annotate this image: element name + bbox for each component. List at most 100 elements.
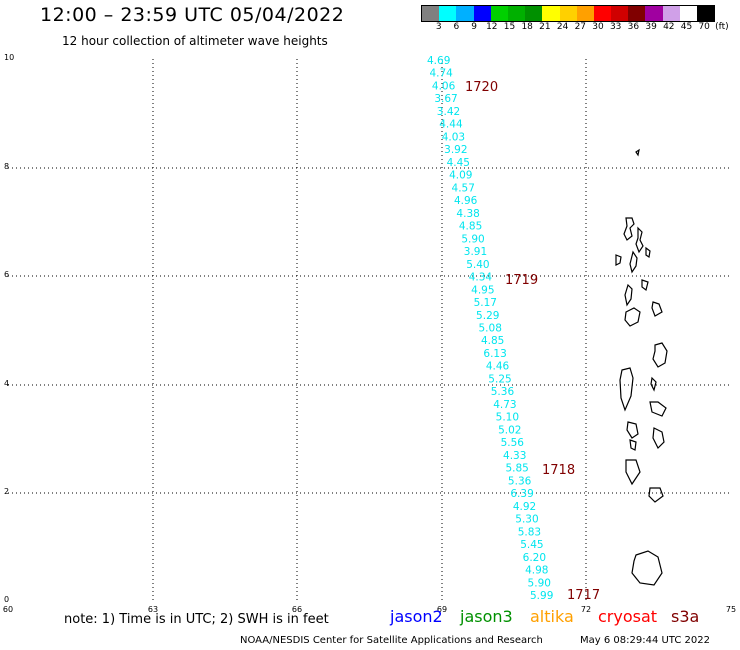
- island-shape: [641, 279, 649, 292]
- swh-value: 5.85: [505, 463, 528, 475]
- swh-value: 5.36: [491, 386, 515, 398]
- swh-value: 5.40: [466, 259, 489, 271]
- satellite-jason3: jason3: [460, 607, 513, 626]
- swh-value: 5.99: [530, 590, 553, 602]
- time-label: 1717: [567, 588, 600, 603]
- scale-label: 42: [663, 22, 675, 32]
- swh-value: 4.74: [429, 68, 453, 80]
- swh-value: 4.95: [471, 284, 494, 296]
- scale-label: 15: [503, 22, 516, 32]
- x-tick-label: 69: [437, 605, 447, 614]
- scale-label: 12: [486, 22, 498, 32]
- scale-label: 27: [574, 22, 587, 32]
- island-shape: [629, 439, 637, 451]
- swh-value: 4.33: [503, 450, 526, 462]
- swh-value: 5.83: [518, 526, 541, 538]
- map-title: 12:00 – 23:59 UTC 05/04/2022: [40, 4, 345, 26]
- scale-swatch: [422, 6, 440, 21]
- swh-value: 5.56: [501, 437, 525, 449]
- scale-label: 3: [435, 22, 442, 32]
- island-shape: [652, 427, 665, 450]
- y-tick-label: 6: [4, 270, 9, 279]
- scale-label: (ft): [715, 22, 729, 32]
- satellite-jason2: jason2: [390, 607, 443, 626]
- time-label: 1720: [465, 80, 498, 95]
- swh-value: 5.25: [488, 373, 511, 385]
- credit-line: NOAA/NESDIS Center for Satellite Applica…: [240, 635, 543, 646]
- island-shape: [626, 421, 639, 439]
- swh-value: 4.73: [493, 399, 516, 411]
- island-shape: [635, 226, 644, 254]
- scale-swatch: [611, 6, 629, 21]
- swh-value: 5.30: [515, 514, 538, 526]
- swh-value: 5.02: [498, 424, 521, 436]
- swh-value: 4.45: [447, 157, 470, 169]
- swh-value: 5.36: [508, 475, 532, 487]
- scale-label: 21: [539, 22, 551, 32]
- swh-value: 4.34: [469, 272, 493, 284]
- y-tick-label: 4: [4, 379, 9, 388]
- island-shape: [649, 401, 667, 417]
- swh-value: 4.85: [459, 221, 482, 233]
- satellite-s3a: s3a: [671, 607, 700, 626]
- scale-label: 6: [453, 22, 460, 32]
- swh-value: 5.29: [476, 310, 499, 322]
- scale-swatch: [662, 6, 680, 21]
- island-shape: [648, 487, 664, 503]
- satellite-altika: altika: [530, 607, 574, 626]
- scale-swatch: [628, 6, 646, 21]
- generated-timestamp: May 6 08:29:44 UTC 2022: [580, 635, 710, 646]
- swh-value: 6.13: [483, 348, 506, 360]
- scale-label: 9: [471, 22, 477, 32]
- island-shape: [652, 342, 668, 368]
- swh-value: 4.06: [432, 80, 456, 92]
- scale-label: 39: [645, 22, 657, 32]
- scale-swatch: [490, 6, 508, 21]
- swh-value: 5.90: [528, 577, 551, 589]
- swh-value: 4.69: [427, 55, 450, 67]
- y-tick-label: 8: [4, 162, 9, 171]
- satellite-cryosat: cryosat: [598, 607, 658, 626]
- scale-swatch: [576, 6, 594, 21]
- swh-value: 5.08: [479, 323, 502, 335]
- swh-value: 4.57: [452, 182, 475, 194]
- y-tick-label: 10: [4, 53, 14, 62]
- swh-value: 4.96: [454, 195, 478, 207]
- scale-swatch: [456, 6, 474, 21]
- scale-label: 36: [627, 22, 640, 32]
- island-shape: [631, 550, 663, 586]
- swh-value: 6.39: [510, 488, 533, 500]
- island-shape: [651, 301, 663, 317]
- x-tick-label: 72: [581, 605, 591, 614]
- swh-value: 4.85: [481, 335, 504, 347]
- latitude-ticks: 10 8 6 4 2 0: [4, 53, 14, 604]
- swh-track: 4.694.744.063.673.424.444.033.924.454.09…: [427, 55, 553, 602]
- swh-value: 5.17: [474, 297, 497, 309]
- map-grid: [8, 59, 731, 601]
- time-label: 1718: [542, 463, 575, 478]
- island-shape: [624, 307, 641, 327]
- x-tick-label: 63: [148, 605, 158, 614]
- swh-value: 4.03: [442, 131, 465, 143]
- maldives-coastline: [615, 148, 668, 586]
- scale-swatch: [679, 6, 697, 21]
- swh-value: 4.38: [456, 208, 479, 220]
- wave-height-color-scale: [421, 5, 716, 22]
- scale-label: 24: [556, 22, 569, 32]
- x-tick-label: 75: [726, 605, 736, 614]
- units-note: note: 1) Time is in UTC; 2) SWH is in fe…: [64, 612, 329, 627]
- swh-value: 4.98: [525, 565, 548, 577]
- swh-value: 5.10: [496, 412, 519, 424]
- swh-value: 5.90: [461, 233, 484, 245]
- scale-swatch: [525, 6, 543, 21]
- scale-swatch: [593, 6, 612, 21]
- scale-label: 33: [609, 22, 622, 32]
- island-shape: [623, 217, 635, 241]
- scale-swatch: [439, 6, 457, 21]
- swh-value: 3.92: [444, 144, 467, 156]
- y-tick-label: 2: [4, 487, 9, 496]
- scale-swatch: [645, 6, 663, 21]
- scale-swatch: [542, 6, 560, 21]
- time-labels: 1720 1719 1718 1717: [465, 80, 600, 603]
